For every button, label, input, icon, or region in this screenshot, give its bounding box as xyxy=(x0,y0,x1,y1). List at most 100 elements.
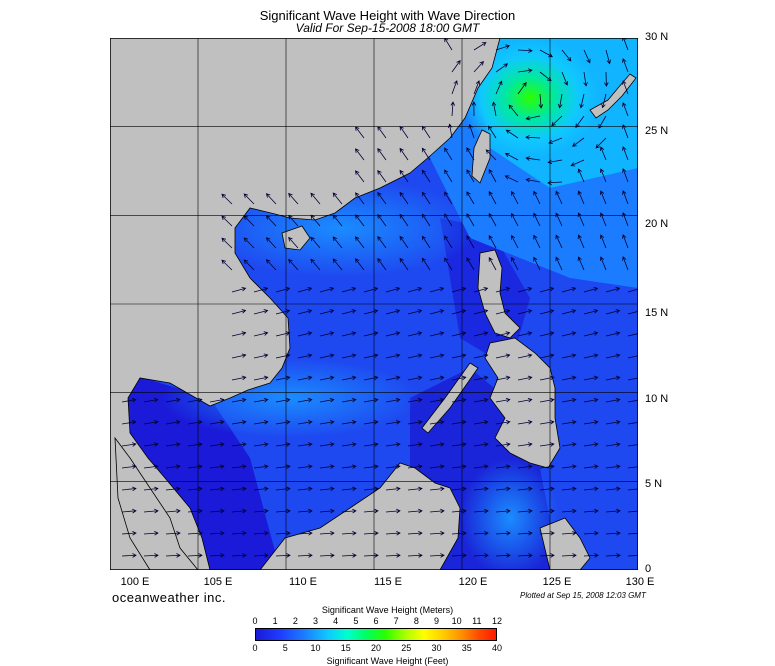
wave-direction-arrow xyxy=(451,375,467,381)
wave-direction-arrow xyxy=(605,375,621,381)
wave-direction-arrow xyxy=(297,420,313,425)
wave-direction-arrow xyxy=(473,464,489,469)
wave-direction-arrow xyxy=(275,397,291,403)
wave-direction-arrow xyxy=(275,553,291,558)
wave-direction-arrow xyxy=(407,397,423,403)
wave-direction-arrow xyxy=(377,191,387,205)
wave-direction-arrow xyxy=(595,137,607,149)
wave-direction-arrow xyxy=(468,123,475,139)
wave-direction-arrow xyxy=(622,146,629,161)
wave-direction-arrow xyxy=(275,375,291,381)
wave-direction-arrow xyxy=(429,486,445,492)
lon-label: 110 E xyxy=(289,576,317,588)
wave-direction-arrow xyxy=(363,420,379,425)
wave-direction-arrow xyxy=(627,555,638,557)
wave-direction-arrow xyxy=(231,331,247,337)
wave-direction-arrow xyxy=(421,147,431,161)
wave-direction-arrow xyxy=(533,212,541,227)
wave-direction-arrow xyxy=(429,464,445,469)
wave-direction-arrow xyxy=(622,168,629,183)
wave-direction-arrow xyxy=(517,553,533,558)
wave-direction-arrow xyxy=(143,397,159,403)
wave-direction-arrow xyxy=(605,442,621,447)
wave-direction-arrow xyxy=(561,353,577,359)
wave-direction-arrow xyxy=(547,180,563,185)
wave-direction-arrow xyxy=(297,309,313,315)
wave-direction-arrow xyxy=(363,464,379,469)
wave-direction-arrow xyxy=(473,486,489,492)
wave-direction-arrow xyxy=(555,256,563,271)
wave-direction-arrow xyxy=(583,442,599,447)
land-taiwan xyxy=(471,129,491,184)
colorbar-meter-tick: 8 xyxy=(413,616,419,626)
wave-direction-arrow xyxy=(363,309,379,315)
colorbar-meter-tick: 10 xyxy=(451,616,462,626)
wave-direction-arrow xyxy=(495,464,511,469)
wave-direction-arrow xyxy=(511,234,519,249)
wave-direction-arrow xyxy=(451,442,467,447)
wave-direction-arrow xyxy=(421,235,431,249)
wave-direction-arrow xyxy=(495,486,511,492)
wave-direction-arrow xyxy=(288,192,299,205)
wave-direction-arrow xyxy=(583,286,599,293)
wave-direction-arrow xyxy=(253,508,269,514)
wave-direction-arrow xyxy=(288,258,299,271)
wave-direction-arrow xyxy=(473,42,487,51)
wave-direction-arrow xyxy=(275,286,291,293)
wave-direction-arrow xyxy=(577,256,585,271)
wave-direction-arrow xyxy=(627,466,638,469)
wave-direction-arrow xyxy=(627,488,638,491)
wave-direction-arrow xyxy=(473,375,489,381)
wave-direction-arrow xyxy=(466,235,475,249)
wave-direction-arrow xyxy=(488,213,497,227)
wave-direction-arrow xyxy=(451,530,467,536)
wave-direction-arrow xyxy=(495,44,511,51)
wave-direction-arrow xyxy=(583,397,599,403)
wave-direction-arrow xyxy=(363,442,379,447)
wave-direction-arrow xyxy=(577,234,585,249)
land-visayas-mindanao xyxy=(484,337,561,469)
wave-direction-arrow xyxy=(561,309,577,315)
wave-direction-arrow xyxy=(466,147,475,161)
lat-label: 15 N xyxy=(645,307,669,319)
wave-direction-arrow xyxy=(605,530,621,536)
wave-direction-arrow xyxy=(495,80,503,95)
wave-direction-arrow xyxy=(121,397,137,403)
wave-direction-arrow xyxy=(275,331,291,337)
wave-direction-arrow xyxy=(121,420,137,425)
colorbar-feet-tick: 40 xyxy=(491,643,502,653)
wave-direction-arrow xyxy=(319,442,335,447)
wave-direction-arrow xyxy=(517,309,533,315)
wave-direction-arrow xyxy=(297,331,313,337)
wave-direction-arrow xyxy=(407,331,423,337)
wave-direction-arrow xyxy=(622,256,629,271)
wave-direction-arrow xyxy=(555,190,563,205)
wave-direction-arrow xyxy=(533,190,541,205)
wave-direction-arrow xyxy=(332,236,343,249)
wave-direction-arrow xyxy=(525,177,541,183)
wave-direction-arrow xyxy=(231,420,247,425)
wave-direction-arrow xyxy=(627,353,638,359)
wave-direction-arrow xyxy=(488,125,497,139)
wave-direction-arrow xyxy=(221,215,233,227)
wave-direction-arrow xyxy=(511,212,519,227)
wave-direction-arrow xyxy=(622,234,629,249)
wave-direction-arrow xyxy=(473,420,489,425)
wave-direction-arrow xyxy=(473,397,489,403)
wave-direction-arrow xyxy=(355,148,365,161)
wave-direction-arrow xyxy=(577,168,585,183)
wave-direction-arrow xyxy=(575,115,585,129)
wave-direction-arrow xyxy=(488,191,497,205)
wave-direction-arrow xyxy=(385,353,401,359)
wave-direction-arrow xyxy=(355,236,365,249)
wave-direction-arrow xyxy=(504,175,519,183)
wave-direction-arrow xyxy=(341,530,357,536)
wave-direction-arrow xyxy=(385,464,401,469)
wave-direction-arrow xyxy=(561,553,577,558)
wave-direction-arrow xyxy=(355,126,365,139)
land-palawan xyxy=(421,362,479,434)
wave-direction-arrow xyxy=(517,508,533,514)
wave-direction-arrow xyxy=(429,397,445,403)
wave-direction-arrow xyxy=(319,331,335,337)
wave-direction-arrow xyxy=(253,442,269,447)
